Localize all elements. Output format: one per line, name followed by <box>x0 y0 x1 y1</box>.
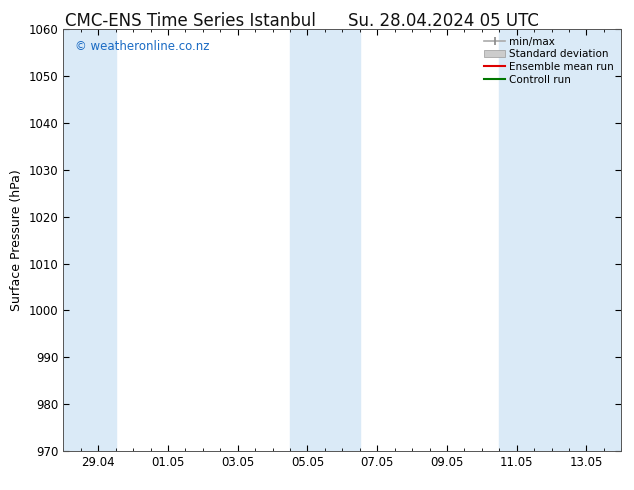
Y-axis label: Surface Pressure (hPa): Surface Pressure (hPa) <box>10 169 23 311</box>
Text: CMC-ENS Time Series Istanbul: CMC-ENS Time Series Istanbul <box>65 12 316 30</box>
Text: Su. 28.04.2024 05 UTC: Su. 28.04.2024 05 UTC <box>348 12 540 30</box>
Text: © weatheronline.co.nz: © weatheronline.co.nz <box>75 40 209 53</box>
Bar <box>500 29 621 451</box>
Bar <box>63 29 115 451</box>
Bar <box>290 29 359 451</box>
Legend: min/max, Standard deviation, Ensemble mean run, Controll run: min/max, Standard deviation, Ensemble me… <box>482 35 616 87</box>
